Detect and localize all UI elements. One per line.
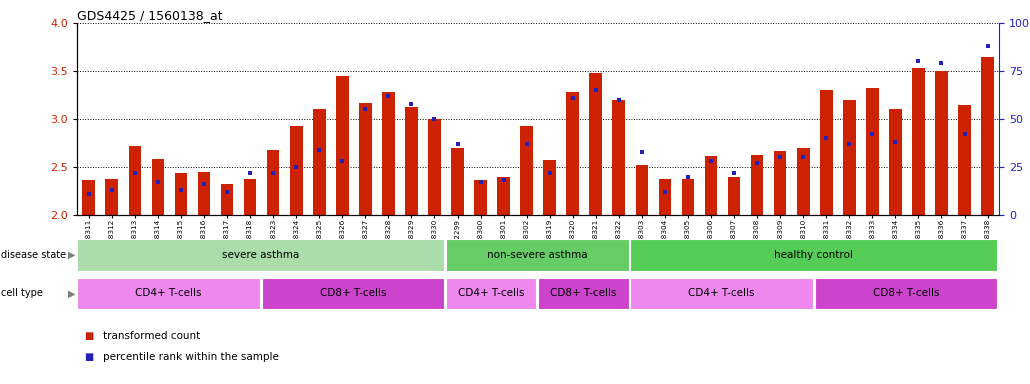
Bar	[544, 161, 556, 215]
Bar	[613, 100, 625, 215]
Bar	[175, 173, 187, 215]
Bar	[705, 156, 717, 215]
Text: ▶: ▶	[68, 250, 75, 260]
Bar	[935, 71, 948, 215]
Bar	[244, 179, 256, 215]
Bar	[262, 278, 444, 309]
Bar	[289, 126, 303, 215]
Bar	[958, 104, 971, 215]
Bar	[336, 76, 348, 215]
Bar	[451, 148, 464, 215]
Bar	[682, 179, 694, 215]
Bar	[77, 278, 260, 309]
Bar	[658, 179, 672, 215]
Text: disease state: disease state	[1, 250, 66, 260]
Bar	[630, 278, 813, 309]
Bar	[198, 172, 210, 215]
Bar	[77, 239, 444, 271]
Bar	[815, 278, 997, 309]
Bar	[267, 150, 279, 215]
Bar	[129, 146, 141, 215]
Bar	[82, 180, 95, 215]
Bar	[913, 68, 925, 215]
Bar	[220, 184, 234, 215]
Bar	[105, 179, 118, 215]
Bar	[313, 109, 325, 215]
Bar	[382, 92, 394, 215]
Bar	[359, 103, 372, 215]
Text: CD4+ T-cells: CD4+ T-cells	[458, 288, 524, 298]
Bar	[589, 73, 603, 215]
Text: CD8+ T-cells: CD8+ T-cells	[872, 288, 939, 298]
Bar	[751, 155, 763, 215]
Text: GDS4425 / 1560138_at: GDS4425 / 1560138_at	[77, 9, 222, 22]
Text: ■: ■	[84, 352, 94, 362]
Bar	[820, 90, 832, 215]
Bar	[866, 88, 879, 215]
Text: CD8+ T-cells: CD8+ T-cells	[550, 288, 617, 298]
Bar	[843, 100, 856, 215]
Bar	[446, 239, 628, 271]
Bar	[630, 239, 997, 271]
Bar	[774, 151, 787, 215]
Text: cell type: cell type	[1, 288, 43, 298]
Bar	[982, 56, 994, 215]
Bar	[520, 126, 533, 215]
Text: ▶: ▶	[68, 288, 75, 298]
Bar	[446, 278, 537, 309]
Text: severe asthma: severe asthma	[222, 250, 300, 260]
Bar	[405, 107, 418, 215]
Text: ■: ■	[84, 331, 94, 341]
Bar	[889, 109, 901, 215]
Bar	[636, 165, 648, 215]
Bar	[428, 119, 441, 215]
Text: CD4+ T-cells: CD4+ T-cells	[135, 288, 202, 298]
Bar	[728, 177, 741, 215]
Text: CD4+ T-cells: CD4+ T-cells	[688, 288, 755, 298]
Text: percentile rank within the sample: percentile rank within the sample	[103, 352, 279, 362]
Text: transformed count: transformed count	[103, 331, 200, 341]
Bar	[151, 159, 164, 215]
Text: CD8+ T-cells: CD8+ T-cells	[319, 288, 386, 298]
Bar	[474, 180, 487, 215]
Bar	[497, 177, 510, 215]
Bar	[566, 92, 579, 215]
Bar	[797, 148, 810, 215]
Text: healthy control: healthy control	[775, 250, 853, 260]
Bar	[538, 278, 628, 309]
Text: non-severe asthma: non-severe asthma	[487, 250, 587, 260]
